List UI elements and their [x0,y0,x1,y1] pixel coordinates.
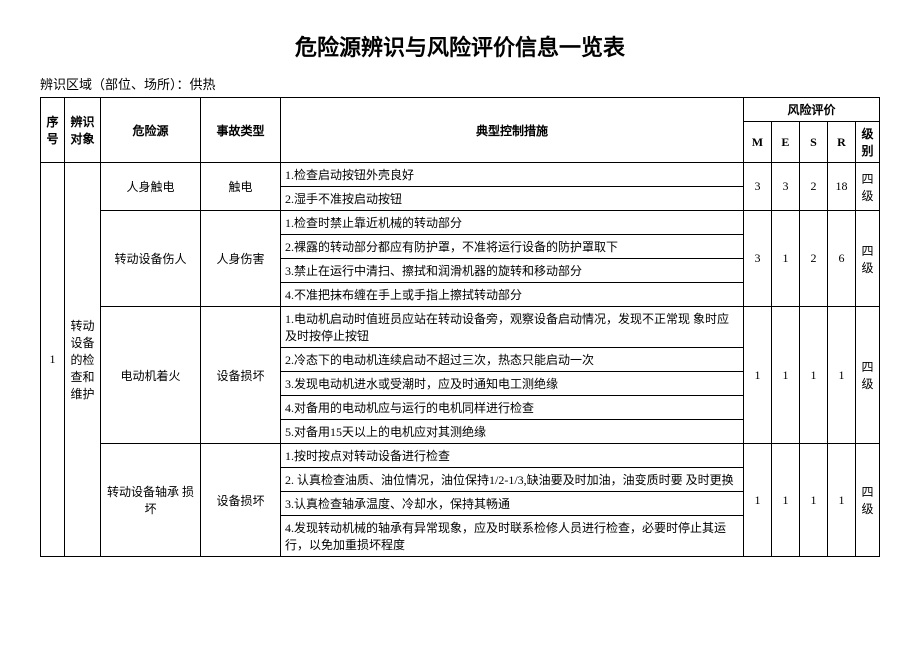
cell-R: 6 [827,211,855,307]
cell-M: 3 [743,211,771,307]
cell-R: 18 [827,163,855,211]
th-seq: 序号 [41,98,65,163]
th-hazard: 危险源 [101,98,201,163]
th-M: M [743,122,771,163]
table-row: 转动设备轴承 损坏 设备损坏 1.按时按点对转动设备进行检查 1 1 1 1 四… [41,444,880,468]
cell-hazard: 转动设备伤人 [101,211,201,307]
page-title: 危险源辨识与风险评价信息一览表 [40,30,880,62]
cell-M: 1 [743,444,771,557]
cell-S: 2 [799,211,827,307]
cell-R: 1 [827,307,855,444]
cell-hazard: 人身触电 [101,163,201,211]
cell-hazard: 转动设备轴承 损坏 [101,444,201,557]
cell-level: 四级 [855,444,879,557]
cell-measure: 2.裸露的转动部分都应有防护罩，不准将运行设备的防护罩取下 [281,235,744,259]
cell-measure: 2.湿手不准按启动按钮 [281,187,744,211]
cell-hazard: 电动机着火 [101,307,201,444]
th-eval: 风险评价 [743,98,879,122]
cell-obj: 转动设备的检查和维护 [65,163,101,557]
cell-measure: 4.对备用的电动机应与运行的电机同样进行检查 [281,396,744,420]
cell-E: 3 [771,163,799,211]
cell-M: 1 [743,307,771,444]
cell-level: 四级 [855,211,879,307]
th-type: 事故类型 [201,98,281,163]
cell-type: 设备损坏 [201,307,281,444]
cell-S: 2 [799,163,827,211]
cell-measure: 1.电动机启动时值班员应站在转动设备旁，观察设备启动情况，发现不正常现 象时应及… [281,307,744,348]
th-obj: 辨识对象 [65,98,101,163]
cell-S: 1 [799,307,827,444]
cell-measure: 1.检查启动按钮外壳良好 [281,163,744,187]
th-level: 级别 [855,122,879,163]
cell-E: 1 [771,307,799,444]
cell-type: 触电 [201,163,281,211]
table-row: 1 转动设备的检查和维护 人身触电 触电 1.检查启动按钮外壳良好 3 3 2 … [41,163,880,187]
cell-type: 人身伤害 [201,211,281,307]
cell-measure: 1.检查时禁止靠近机械的转动部分 [281,211,744,235]
cell-R: 1 [827,444,855,557]
cell-level: 四级 [855,307,879,444]
cell-measure: 1.按时按点对转动设备进行检查 [281,444,744,468]
cell-measure: 3.发现电动机进水或受潮时，应及时通知电工测绝缘 [281,372,744,396]
th-E: E [771,122,799,163]
table-row: 转动设备伤人 人身伤害 1.检查时禁止靠近机械的转动部分 3 1 2 6 四级 [41,211,880,235]
header-row-1: 序号 辨识对象 危险源 事故类型 典型控制措施 风险评价 [41,98,880,122]
cell-measure: 4.发现转动机械的轴承有异常现象，应及时联系检修人员进行检查，必要时停止其运行，… [281,516,744,557]
cell-measure: 2.冷态下的电动机连续启动不超过三次，热态只能启动一次 [281,348,744,372]
cell-E: 1 [771,211,799,307]
cell-measure: 3.禁止在运行中清扫、擦拭和润滑机器的旋转和移动部分 [281,259,744,283]
cell-M: 3 [743,163,771,211]
th-measure: 典型控制措施 [281,98,744,163]
cell-level: 四级 [855,163,879,211]
cell-seq: 1 [41,163,65,557]
cell-measure: 3.认真检查轴承温度、冷却水，保持其畅通 [281,492,744,516]
cell-E: 1 [771,444,799,557]
cell-measure: 2. 认真检查油质、油位情况，油位保持1/2-1/3,缺油要及时加油，油变质时要… [281,468,744,492]
th-S: S [799,122,827,163]
table-row: 电动机着火 设备损坏 1.电动机启动时值班员应站在转动设备旁，观察设备启动情况，… [41,307,880,348]
cell-measure: 5.对备用15天以上的电机应对其测绝缘 [281,420,744,444]
area-subtitle: 辨识区域（部位、场所）：供热 [40,74,880,93]
cell-S: 1 [799,444,827,557]
cell-measure: 4.不准把抹布缠在手上或手指上擦拭转动部分 [281,283,744,307]
risk-table: 序号 辨识对象 危险源 事故类型 典型控制措施 风险评价 M E S R 级别 … [40,97,880,557]
cell-type: 设备损坏 [201,444,281,557]
th-R: R [827,122,855,163]
